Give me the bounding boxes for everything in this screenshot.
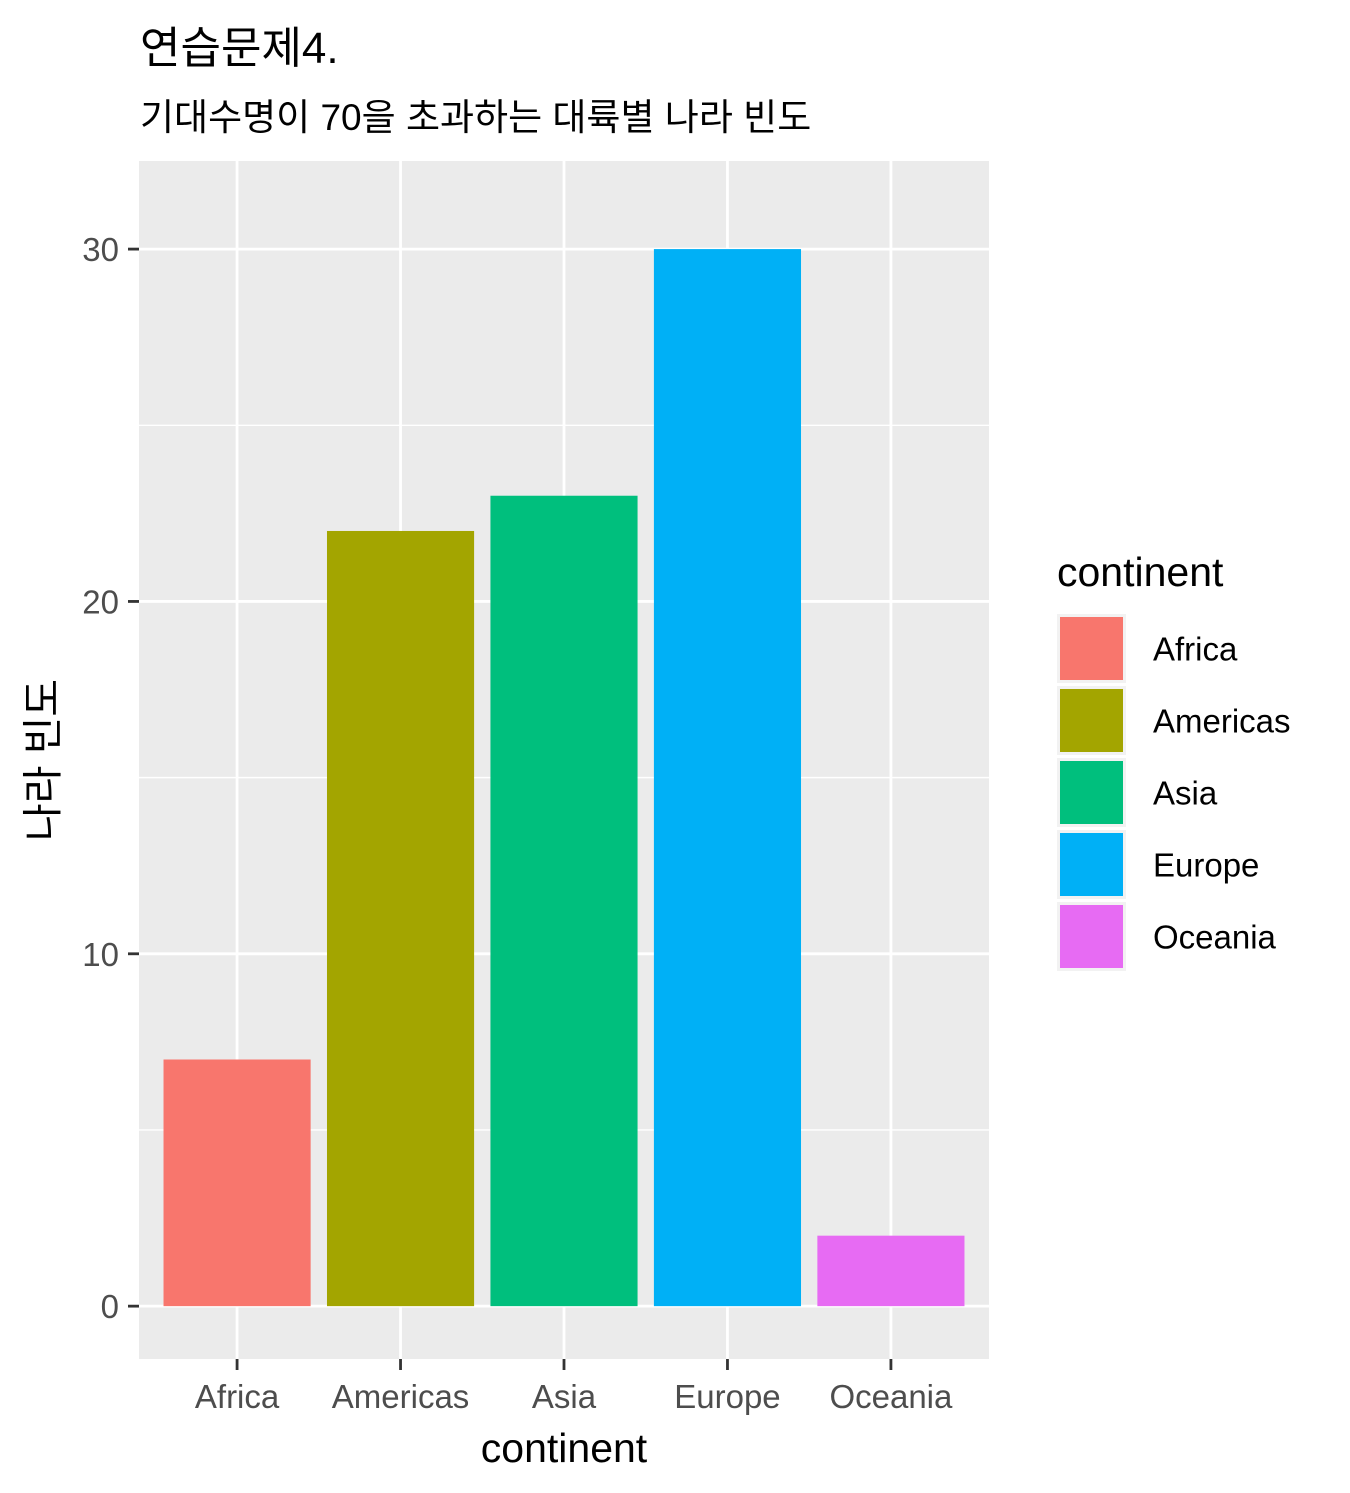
legend-key-africa: [1060, 617, 1123, 680]
legend-label-asia: Asia: [1153, 775, 1218, 812]
bars: [163, 249, 965, 1307]
axes: 0 10 20 30 Africa Americas Asia Europe Oceania: [82, 231, 953, 1415]
y-tick-label: 0: [101, 1288, 119, 1325]
legend-label-americas: Americas: [1153, 703, 1291, 740]
legend-key-europe: [1060, 833, 1123, 896]
y-axis-title: 나라 빈도: [20, 679, 66, 841]
y-tick-label: 10: [82, 936, 119, 973]
bar-europe: [653, 249, 802, 1307]
y-tick-label: 20: [82, 583, 119, 620]
x-tick-label: Americas: [332, 1378, 470, 1415]
bar-americas: [326, 530, 475, 1307]
chart-title: 연습문제4.: [140, 24, 339, 73]
y-tick-label: 30: [82, 231, 119, 268]
x-tick-label: Africa: [195, 1378, 280, 1415]
legend-label-oceania: Oceania: [1153, 919, 1277, 956]
bar-oceania: [817, 1235, 965, 1307]
x-tick-label: Oceania: [829, 1378, 953, 1415]
bar-asia: [490, 495, 638, 1307]
legend: Africa Americas Asia Europe Oceania: [1057, 614, 1291, 971]
legend-label-africa: Africa: [1153, 631, 1238, 668]
chart-subtitle: 기대수명이 70을 초과하는 대륙별 나라 빈도: [140, 97, 811, 138]
x-axis-title: continent: [481, 1425, 648, 1471]
legend-title: continent: [1057, 549, 1224, 595]
bar-africa: [163, 1059, 311, 1307]
legend-label-europe: Europe: [1153, 847, 1259, 884]
legend-key-americas: [1060, 689, 1123, 752]
legend-key-oceania: [1060, 905, 1123, 968]
x-tick-label: Asia: [532, 1378, 597, 1415]
x-tick-label: Europe: [674, 1378, 780, 1415]
legend-key-asia: [1060, 761, 1123, 824]
